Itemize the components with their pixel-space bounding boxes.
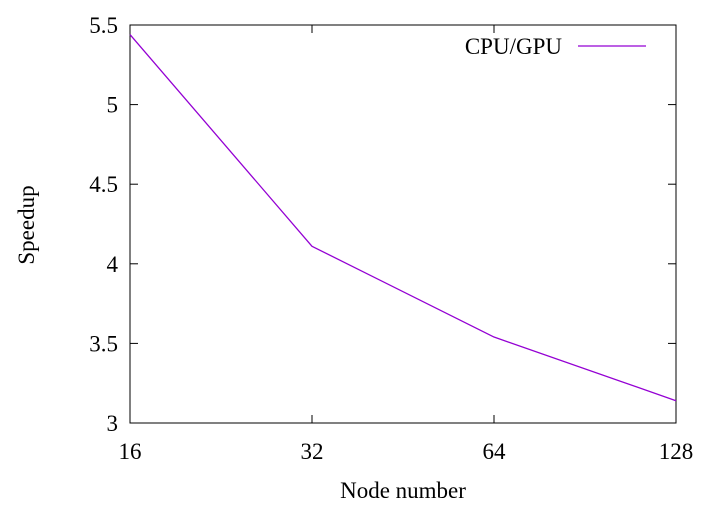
y-tick-label: 5 (107, 93, 119, 118)
y-tick-label: 4 (107, 252, 119, 277)
y-axis-ticks: 3 3.5 4 4.5 5 5.5 (89, 13, 676, 436)
y-tick-label: 3 (107, 411, 119, 436)
x-tick-label: 128 (659, 439, 694, 464)
series-group (129, 34, 677, 402)
y-tick-label: 4.5 (89, 172, 118, 197)
x-tick-label: 32 (301, 439, 324, 464)
y-tick-label: 3.5 (89, 331, 118, 356)
series-line-0 (129, 34, 677, 402)
x-axis-ticks: 16 32 64 128 (119, 25, 694, 464)
y-axis-label: Speedup (14, 185, 39, 264)
y-tick-label: 5.5 (89, 13, 118, 38)
x-tick-label: 64 (483, 439, 507, 464)
x-tick-label: 16 (119, 439, 142, 464)
legend: CPU/GPU (465, 34, 646, 59)
plot-frame (129, 24, 677, 424)
x-axis-label: Node number (340, 478, 466, 503)
legend-label-cpu-gpu: CPU/GPU (465, 34, 563, 59)
